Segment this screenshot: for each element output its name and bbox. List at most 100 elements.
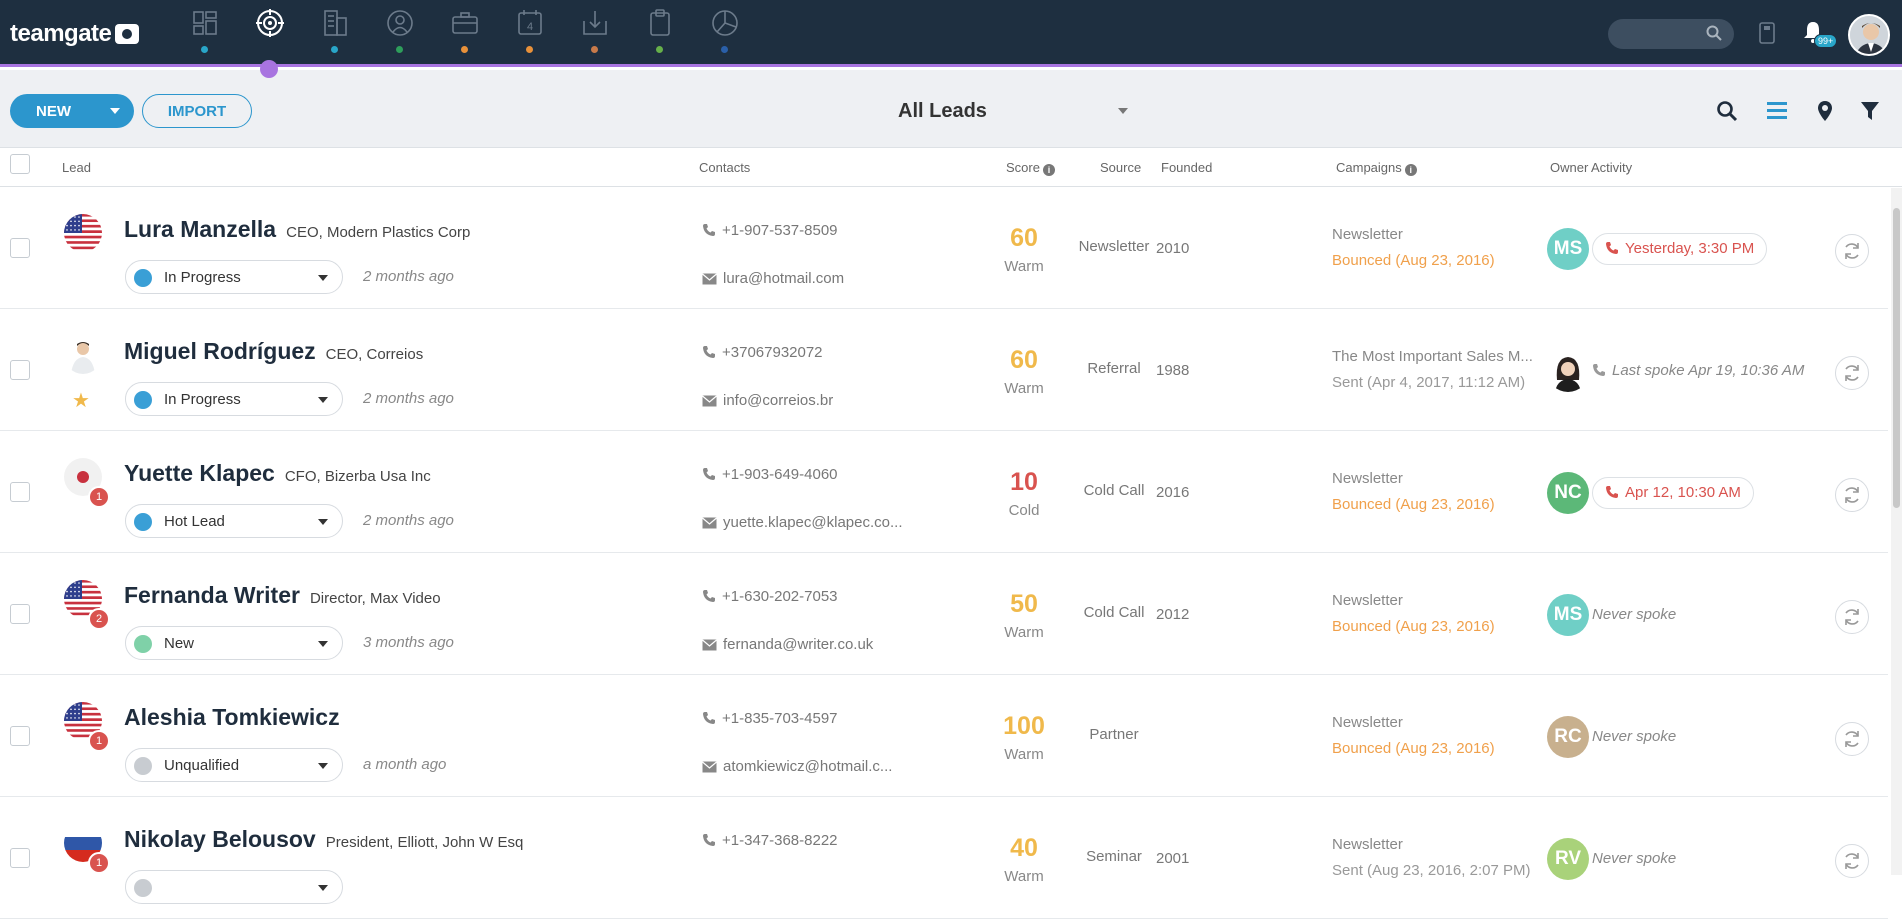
contact-email[interactable]: fernanda@writer.co.uk <box>702 636 873 653</box>
lead-status-select[interactable]: New <box>125 626 343 660</box>
row-checkbox[interactable] <box>10 726 30 746</box>
view-selector[interactable]: All Leads <box>898 100 987 122</box>
filter-funnel-icon[interactable] <box>1860 101 1880 126</box>
row-checkbox[interactable] <box>10 848 30 868</box>
phone-number[interactable]: +1-630-202-7053 <box>722 588 838 605</box>
lead-name[interactable]: Yuette Klapec CFO, Bizerba Usa Inc <box>124 460 431 487</box>
lead-avatar[interactable] <box>64 214 102 252</box>
email-address[interactable]: lura@hotmail.com <box>723 270 845 287</box>
campaign-name[interactable]: Newsletter <box>1332 470 1403 487</box>
lead-name[interactable]: Nikolay Belousov President, Elliott, John… <box>124 826 523 853</box>
lead-status-select[interactable]: Unqualified <box>125 748 343 782</box>
campaigns-info-icon[interactable]: i <box>1404 164 1417 176</box>
import-button[interactable]: IMPORT <box>142 94 252 128</box>
lead-name-text[interactable]: Yuette Klapec <box>124 460 275 486</box>
lead-name-text[interactable]: Nikolay Belousov <box>124 826 316 852</box>
contact-phone[interactable]: +1-630-202-7053 <box>702 588 838 605</box>
notifications-bell-icon[interactable]: 99+ <box>1802 20 1838 49</box>
lead-avatar[interactable] <box>64 580 102 618</box>
lead-status-select[interactable]: In Progress <box>125 260 343 294</box>
nav-inbox-download[interactable] <box>562 0 627 64</box>
owner-avatar[interactable]: MS <box>1547 228 1589 270</box>
email-address[interactable]: info@correios.br <box>723 392 834 409</box>
refresh-icon[interactable] <box>1835 478 1869 512</box>
phone-number[interactable]: +1-347-368-8222 <box>722 832 838 849</box>
view-dropdown-caret-icon[interactable] <box>1118 108 1128 114</box>
contact-phone[interactable]: +1-835-703-4597 <box>702 710 838 727</box>
table-row[interactable]: ★ Miguel Rodríguez CEO, Correios In Progres… <box>0 310 1888 431</box>
contact-email[interactable]: info@correios.br <box>702 392 833 409</box>
header-lead[interactable]: Lead <box>62 160 91 175</box>
nav-calendar[interactable]: 4 <box>497 0 562 64</box>
documents-icon[interactable] <box>1758 22 1776 49</box>
contact-email[interactable]: yuette.klapec@klapec.co... <box>702 514 903 531</box>
nav-reports-pie[interactable] <box>692 0 757 64</box>
star-icon[interactable]: ★ <box>72 390 90 412</box>
header-activity[interactable]: Activity <box>1591 160 1633 175</box>
refresh-icon[interactable] <box>1835 844 1869 878</box>
header-owner[interactable]: Owner <box>1550 160 1589 175</box>
table-scrollbar[interactable] <box>1891 188 1902 875</box>
lead-name[interactable]: Fernanda Writer Director, Max Video <box>124 582 441 609</box>
lead-status-select[interactable] <box>125 870 343 904</box>
campaign-name[interactable]: Newsletter <box>1332 592 1403 609</box>
contact-phone[interactable]: +37067932072 <box>702 344 823 361</box>
lead-name[interactable]: Miguel Rodríguez CEO, Correios <box>124 338 423 365</box>
table-row[interactable]: 1 Aleshia Tomkiewicz Unqualified a month ag… <box>0 676 1888 797</box>
owner-avatar[interactable]: RC <box>1547 716 1589 758</box>
search-icon[interactable] <box>1716 100 1738 127</box>
row-checkbox[interactable] <box>10 238 30 258</box>
header-score[interactable]: Score i <box>1006 160 1055 176</box>
global-search[interactable] <box>1608 19 1734 49</box>
owner-avatar[interactable]: RV <box>1547 838 1589 880</box>
lead-name-text[interactable]: Miguel Rodríguez <box>124 338 316 364</box>
teamgate-logo[interactable]: teamgate <box>10 20 140 48</box>
score-info-icon[interactable]: i <box>1042 164 1055 176</box>
nav-contacts-person[interactable] <box>367 0 432 64</box>
header-contacts[interactable]: Contacts <box>699 160 751 175</box>
lead-name-text[interactable]: Aleshia Tomkiewicz <box>124 704 340 730</box>
owner-avatar[interactable]: NC <box>1547 472 1589 514</box>
activity-call-pill[interactable]: Yesterday, 3:30 PM <box>1592 233 1768 265</box>
lead-name[interactable]: Lura Manzella CEO, Modern Plastics Corp <box>124 216 470 243</box>
refresh-icon[interactable] <box>1835 234 1869 268</box>
email-address[interactable]: yuette.klapec@klapec.co... <box>723 514 903 531</box>
contact-phone[interactable]: +1-347-368-8222 <box>702 832 838 849</box>
nav-leads-target[interactable] <box>237 0 302 78</box>
refresh-icon[interactable] <box>1835 356 1869 390</box>
phone-number[interactable]: +1-903-649-4060 <box>722 466 838 483</box>
new-lead-button[interactable]: NEW <box>10 94 134 128</box>
user-avatar[interactable] <box>1848 14 1890 56</box>
email-address[interactable]: atomkiewicz@hotmail.c... <box>723 758 893 775</box>
contact-email[interactable]: atomkiewicz@hotmail.c... <box>702 758 892 775</box>
lead-name[interactable]: Aleshia Tomkiewicz <box>124 704 340 731</box>
nav-companies-building[interactable] <box>302 0 367 64</box>
row-checkbox[interactable] <box>10 360 30 380</box>
header-founded[interactable]: Founded <box>1161 160 1213 175</box>
lead-status-select[interactable]: In Progress <box>125 382 343 416</box>
refresh-icon[interactable] <box>1835 722 1869 756</box>
refresh-icon[interactable] <box>1835 600 1869 634</box>
campaign-name[interactable]: Newsletter <box>1332 714 1403 731</box>
contact-phone[interactable]: +1-907-537-8509 <box>702 222 838 239</box>
select-all-checkbox[interactable] <box>10 154 30 174</box>
nav-dashboard[interactable] <box>172 0 237 64</box>
activity-call-pill[interactable]: Apr 12, 10:30 AM <box>1592 477 1754 509</box>
phone-number[interactable]: +1-835-703-4597 <box>722 710 838 727</box>
owner-avatar[interactable]: MS <box>1547 594 1589 636</box>
header-campaigns[interactable]: Campaigns i <box>1336 160 1417 176</box>
phone-number[interactable]: +37067932072 <box>722 344 823 361</box>
lead-name-text[interactable]: Fernanda Writer <box>124 582 300 608</box>
lead-avatar[interactable] <box>64 336 102 374</box>
nav-deals-briefcase[interactable] <box>432 0 497 64</box>
list-view-icon[interactable] <box>1766 101 1788 126</box>
row-checkbox[interactable] <box>10 604 30 624</box>
lead-status-select[interactable]: Hot Lead <box>125 504 343 538</box>
phone-number[interactable]: +1-907-537-8509 <box>722 222 838 239</box>
table-row[interactable]: 2 Fernanda Writer Director, Max Video New 3 … <box>0 554 1888 675</box>
campaign-name[interactable]: Newsletter <box>1332 226 1403 243</box>
map-pin-icon[interactable] <box>1816 100 1834 127</box>
contact-phone[interactable]: +1-903-649-4060 <box>702 466 838 483</box>
new-dropdown-caret-icon[interactable] <box>110 108 120 114</box>
email-address[interactable]: fernanda@writer.co.uk <box>723 636 874 653</box>
